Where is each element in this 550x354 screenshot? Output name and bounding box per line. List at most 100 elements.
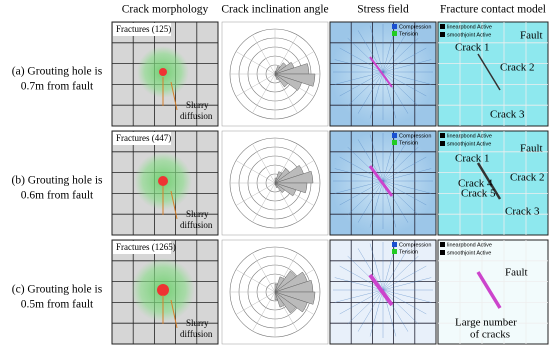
stress-ray (369, 71, 384, 119)
rose-bar (274, 73, 276, 77)
stress-ray (339, 289, 384, 315)
stress-ray (339, 180, 384, 206)
slurry-label: Slurry (186, 100, 209, 110)
stress-ray (334, 277, 384, 291)
stress-ray (382, 59, 432, 73)
stress-ray (357, 248, 384, 291)
fault (476, 162, 502, 200)
legend-swatch (392, 31, 397, 36)
rose-bar (274, 291, 285, 308)
panel-bg (437, 21, 549, 127)
legend-swatch (392, 24, 397, 29)
contact-legend: linearpbond Active (447, 133, 492, 139)
rose-bar (274, 182, 279, 189)
stress-legend: Tension (399, 140, 418, 146)
legend-swatch (392, 242, 397, 247)
rose-bar (274, 73, 302, 91)
row-label: (c) Grouting hole is (12, 284, 103, 296)
fractures-count: Fractures (125) (116, 24, 171, 34)
contact-label: Large number (455, 317, 517, 329)
stress-ray (382, 146, 419, 182)
row-label: 0.6m from fault (21, 190, 94, 202)
rose-bar (274, 73, 289, 88)
legend-swatch (392, 140, 397, 145)
stress-ray (382, 71, 419, 107)
contact-label: Fault (520, 30, 543, 42)
slurry-label: Slurry (186, 318, 209, 328)
stress-ray (357, 139, 384, 182)
column-header: Crack morphology (122, 4, 209, 16)
legend-swatch (440, 242, 445, 247)
stress-ray (334, 168, 384, 182)
fault (368, 165, 394, 197)
stress-ray (382, 156, 427, 182)
legend-swatch (440, 24, 445, 29)
legend-swatch (440, 133, 445, 138)
legend-swatch (440, 250, 445, 255)
rose-bar (274, 170, 314, 184)
grout-hole (159, 68, 167, 76)
contact-label: Fault (520, 143, 543, 155)
slurry-label: Slurry (186, 209, 209, 219)
contact-label: Crack 2 (510, 172, 545, 184)
stress-ray (357, 71, 384, 114)
stress-ray (334, 71, 384, 85)
legend-swatch (392, 133, 397, 138)
slurry-line (162, 295, 178, 329)
column-header: Fracture contact model (440, 4, 546, 16)
contact-legend: smoothjoint Active (447, 141, 491, 147)
stress-ray (382, 180, 427, 206)
legend-swatch (440, 32, 445, 37)
stress-ray (347, 180, 384, 216)
stress-ray (357, 289, 384, 332)
stress-ray (334, 180, 384, 194)
stress-ray (369, 243, 384, 291)
stress-ray (357, 30, 384, 73)
stress-ray (382, 139, 409, 182)
fault (476, 271, 502, 309)
column-header: Stress field (357, 4, 409, 16)
fractures-count: Fractures (447) (116, 133, 171, 143)
contact-label: Crack 5 (461, 188, 496, 200)
stress-ray (382, 255, 419, 291)
stress-ray (357, 180, 384, 223)
stress-ray (334, 289, 384, 303)
stress-legend: Compression (399, 133, 431, 139)
contact-legend: linearpbond Active (447, 24, 492, 30)
contact-legend: smoothjoint Active (447, 32, 491, 38)
stress-ray (339, 156, 384, 182)
stress-ray (369, 134, 384, 182)
stress-ray (339, 71, 384, 97)
contact-label: Crack 3 (505, 206, 540, 218)
rose-bar (274, 182, 286, 194)
contact-label: Crack 1 (455, 42, 490, 54)
rose-bar (274, 182, 276, 186)
fractures-count: Fractures (1265) (116, 242, 176, 252)
contact-label: Crack 3 (490, 109, 525, 121)
stress-legend: Tension (399, 31, 418, 37)
rose-bar (274, 182, 297, 197)
stress-ray (347, 289, 384, 325)
stress-ray (382, 289, 427, 315)
stress-ray (369, 25, 384, 73)
slurry-label: diffusion (180, 111, 213, 121)
row-label: (a) Grouting hole is (12, 66, 103, 78)
stress-ray (382, 71, 397, 119)
stress-ray (382, 71, 432, 85)
contact-label: Fault (505, 267, 528, 279)
contact-legend: smoothjoint Active (447, 250, 491, 256)
fault (368, 273, 394, 307)
rose-bar (274, 291, 297, 314)
stress-ray (382, 30, 409, 73)
panel-bg (437, 130, 549, 236)
slurry-line (162, 186, 178, 220)
stress-ray (382, 289, 432, 303)
contact-label: Crack 2 (500, 62, 535, 74)
slurry-label: diffusion (180, 329, 213, 339)
slurry-label: diffusion (180, 220, 213, 230)
fault (369, 56, 393, 88)
stress-ray (382, 71, 427, 97)
stress-ray (347, 71, 384, 107)
fractures-box (113, 23, 171, 36)
